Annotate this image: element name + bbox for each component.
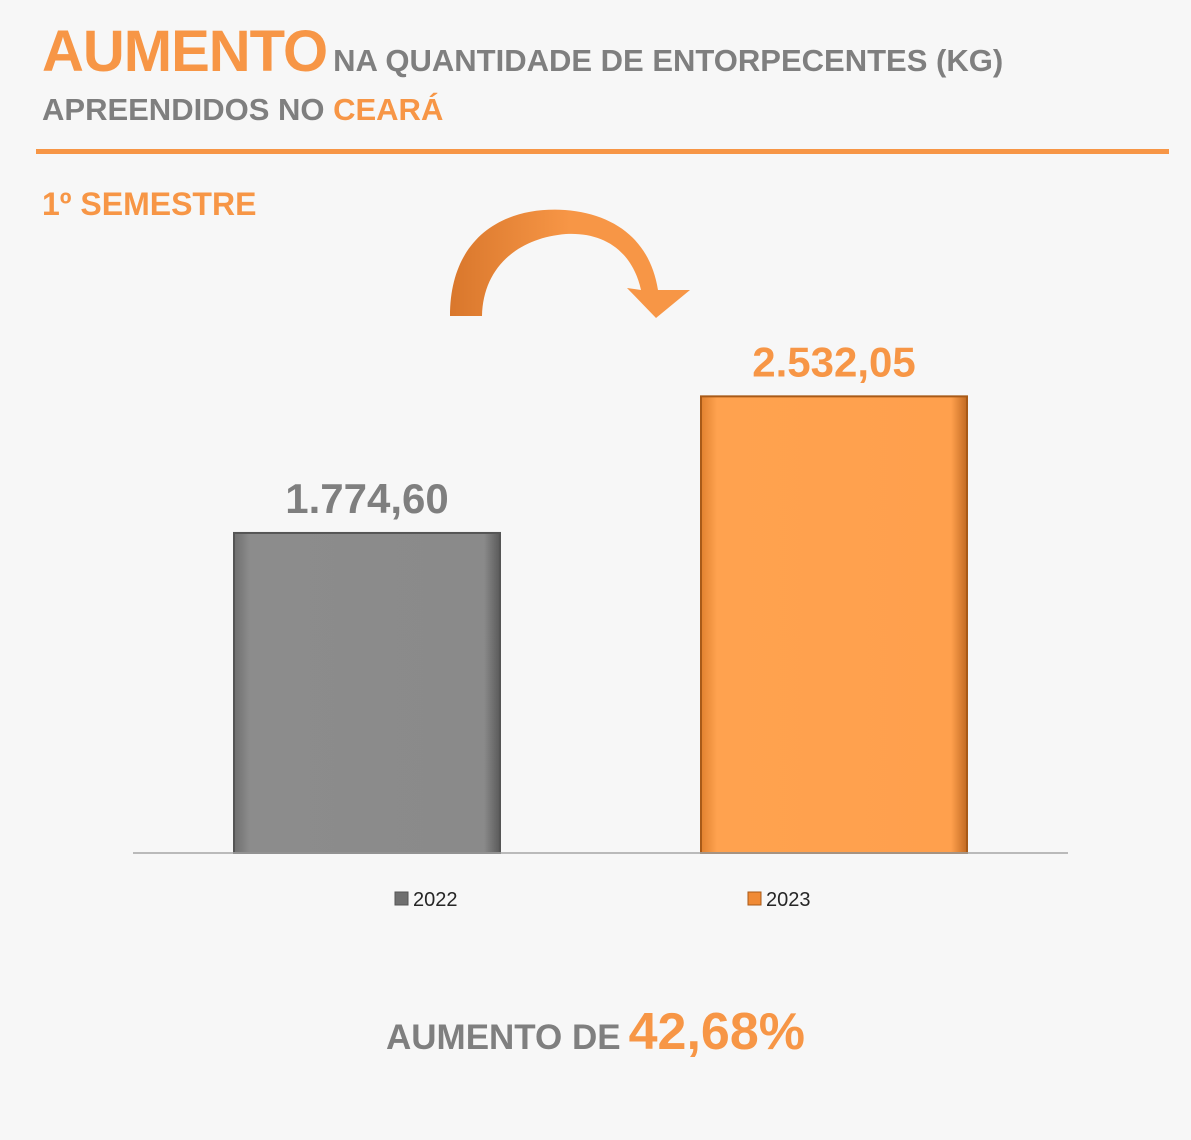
subtitle-prefix: APREENDIDOS NO — [42, 92, 325, 127]
legend-swatch-2022 — [394, 891, 409, 906]
footer-value: 42,68% — [628, 1003, 806, 1061]
title-rest: NA QUANTIDADE DE ENTORPECENTES (KG) — [333, 43, 1004, 78]
legend-label-2023: 2023 — [766, 889, 811, 911]
data-label-2023: 2.532,05 — [752, 338, 916, 385]
page-subtitle: APREENDIDOS NO CEARÁ — [42, 92, 443, 128]
legend: 2022 2023 — [394, 889, 811, 911]
curved-arrow-icon — [450, 209, 690, 318]
title-highlight: AUMENTO — [42, 19, 328, 84]
page-title: AUMENTO NA QUANTIDADE DE ENTORPECENTES (K… — [42, 18, 1003, 85]
legend-label-2022: 2022 — [413, 889, 458, 911]
data-labels-layer: 1.774,60 2.532,05 — [285, 338, 916, 522]
legend-swatch-2023 — [747, 891, 762, 906]
data-label-2022: 1.774,60 — [285, 475, 449, 522]
title-divider — [36, 149, 1169, 154]
semester-label: 1º SEMESTRE — [42, 186, 257, 222]
footer-summary: AUMENTO DE 42,68% — [0, 1002, 1191, 1062]
bar-chart: 1.774,60 2.532,05 2022 2023 — [133, 209, 1068, 911]
bars-layer — [233, 395, 968, 854]
bar-2022 — [233, 531, 501, 854]
bar-2023 — [700, 395, 968, 854]
footer-text: AUMENTO DE — [385, 1018, 621, 1057]
subtitle-highlight: CEARÁ — [333, 92, 444, 127]
